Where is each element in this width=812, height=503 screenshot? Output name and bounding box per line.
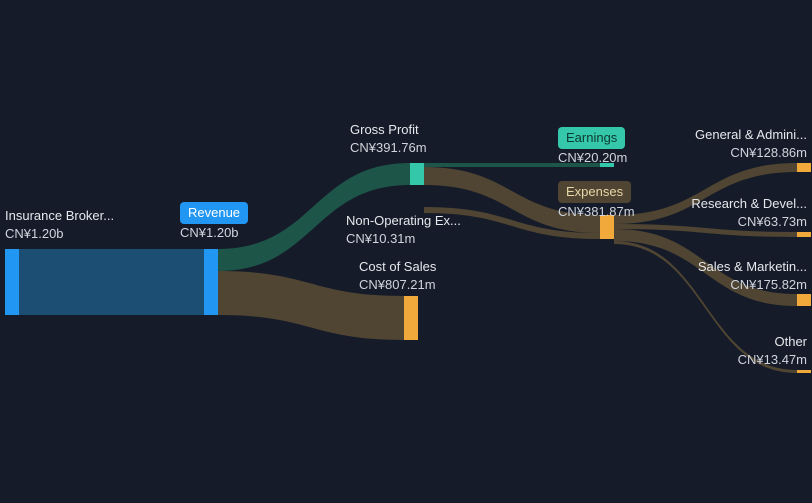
badge-earnings: Earnings	[558, 127, 625, 149]
flow-source-revenue	[19, 249, 204, 315]
label-other: OtherCN¥13.47m	[738, 333, 807, 369]
label-value: CN¥63.73m	[691, 213, 807, 231]
label-earnings: EarningsCN¥20.20m	[558, 127, 627, 167]
label-value: CN¥175.82m	[698, 276, 807, 294]
label-value: CN¥1.20b	[5, 225, 114, 243]
label-title: Insurance Broker...	[5, 207, 114, 225]
label-value: CN¥20.20m	[558, 149, 627, 167]
node-ga[interactable]	[797, 163, 811, 172]
label-title: Non-Operating Ex...	[346, 212, 461, 230]
label-value: CN¥381.87m	[558, 203, 635, 221]
node-sm[interactable]	[797, 294, 811, 306]
sankey-chart: Insurance Broker...CN¥1.20bRevenueCN¥1.2…	[0, 0, 812, 503]
label-expenses: ExpensesCN¥381.87m	[558, 181, 635, 221]
label-ga: General & Admini...CN¥128.86m	[695, 126, 807, 162]
label-title: General & Admini...	[695, 126, 807, 144]
label-gross: Gross ProfitCN¥391.76m	[350, 121, 427, 157]
node-other[interactable]	[797, 370, 811, 373]
node-gross[interactable]	[410, 163, 424, 185]
badge-revenue: Revenue	[180, 202, 248, 224]
label-revenue: RevenueCN¥1.20b	[180, 202, 248, 242]
label-value: CN¥807.21m	[359, 276, 436, 294]
node-revenue[interactable]	[204, 249, 218, 315]
label-value: CN¥1.20b	[180, 224, 248, 242]
label-cos: Cost of SalesCN¥807.21m	[359, 258, 436, 294]
label-value: CN¥128.86m	[695, 144, 807, 162]
node-cos[interactable]	[404, 296, 418, 340]
label-title: Sales & Marketin...	[698, 258, 807, 276]
label-title: Gross Profit	[350, 121, 427, 139]
label-value: CN¥10.31m	[346, 230, 461, 248]
sankey-svg	[0, 0, 812, 503]
label-title: Other	[738, 333, 807, 351]
label-title: Cost of Sales	[359, 258, 436, 276]
label-value: CN¥13.47m	[738, 351, 807, 369]
label-nonop: Non-Operating Ex...CN¥10.31m	[346, 212, 461, 248]
label-rd: Research & Devel...CN¥63.73m	[691, 195, 807, 231]
label-source: Insurance Broker...CN¥1.20b	[5, 207, 114, 243]
node-rd[interactable]	[797, 232, 811, 237]
badge-expenses: Expenses	[558, 181, 631, 203]
node-source[interactable]	[5, 249, 19, 315]
label-value: CN¥391.76m	[350, 139, 427, 157]
label-sm: Sales & Marketin...CN¥175.82m	[698, 258, 807, 294]
label-title: Research & Devel...	[691, 195, 807, 213]
